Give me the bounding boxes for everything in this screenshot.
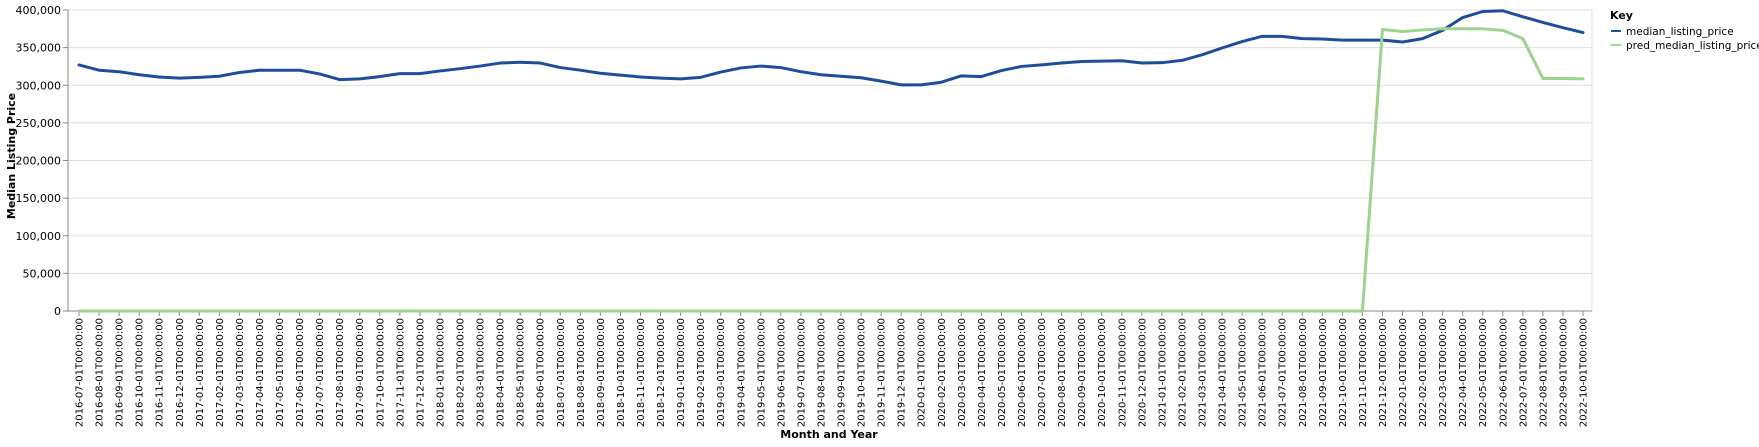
x-tick-label: 2016-12-01T00:00:00	[175, 318, 186, 427]
x-tick-label: 2017-04-01T00:00:00	[255, 318, 266, 427]
x-tick-label: 2020-08-01T00:00:00	[1057, 318, 1068, 427]
x-tick-label: 2019-07-01T00:00:00	[796, 318, 807, 427]
x-tick-label: 2016-08-01T00:00:00	[95, 318, 106, 427]
legend-label: pred_median_listing_price	[1626, 40, 1759, 52]
x-tick-label: 2020-11-01T00:00:00	[1117, 318, 1128, 427]
x-tick-label: 2020-06-01T00:00:00	[1017, 318, 1028, 427]
x-tick-label: 2021-10-01T00:00:00	[1338, 318, 1349, 427]
x-tick-label: 2017-09-01T00:00:00	[355, 318, 366, 427]
y-tick-label: 0	[54, 305, 61, 318]
legend-title: Key	[1610, 9, 1633, 22]
y-tick-label: 400,000	[16, 4, 62, 17]
x-tick-label: 2022-07-01T00:00:00	[1518, 318, 1529, 427]
series-line-median-listing-price	[77, 9, 1585, 87]
x-tick-label: 2016-10-01T00:00:00	[135, 318, 146, 427]
x-tick-label: 2018-02-01T00:00:00	[456, 318, 467, 427]
x-tick-label: 2018-09-01T00:00:00	[596, 318, 607, 427]
y-tick-label: 350,000	[16, 42, 62, 55]
x-tick-label: 2022-03-01T00:00:00	[1438, 318, 1449, 427]
x-tick-label: 2019-05-01T00:00:00	[756, 318, 767, 427]
series-lines	[77, 9, 1585, 313]
x-tick-label: 2020-12-01T00:00:00	[1137, 318, 1148, 427]
x-tick-label: 2018-06-01T00:00:00	[536, 318, 547, 427]
x-tick-label: 2018-11-01T00:00:00	[636, 318, 647, 427]
x-tick-label: 2021-09-01T00:00:00	[1318, 318, 1329, 427]
x-tick-label: 2017-10-01T00:00:00	[375, 318, 386, 427]
x-tick-label: 2020-09-01T00:00:00	[1077, 318, 1088, 427]
x-tick-label: 2020-07-01T00:00:00	[1037, 318, 1048, 427]
x-tick-label: 2019-04-01T00:00:00	[736, 318, 747, 427]
x-tick-label: 2018-03-01T00:00:00	[476, 318, 487, 427]
x-tick-label: 2018-04-01T00:00:00	[496, 318, 507, 427]
x-tick-label: 2021-05-01T00:00:00	[1238, 318, 1249, 427]
x-tick-label: 2017-02-01T00:00:00	[215, 318, 226, 427]
x-tick-label: 2017-05-01T00:00:00	[275, 318, 286, 427]
x-tick-label: 2017-11-01T00:00:00	[395, 318, 406, 427]
x-tick-label: 2022-10-01T00:00:00	[1579, 318, 1590, 427]
x-tick-label: 2019-08-01T00:00:00	[816, 318, 827, 427]
x-tick-label: 2016-11-01T00:00:00	[155, 318, 166, 427]
x-tick-label: 2019-01-01T00:00:00	[676, 318, 687, 427]
x-tick-label: 2020-05-01T00:00:00	[997, 318, 1008, 427]
x-tick-label: 2022-05-01T00:00:00	[1478, 318, 1489, 427]
y-axis-ticks: 0 50,000 100,000 150,000 200,000 250,000 300,0…	[16, 4, 68, 318]
y-tick-label: 200,000	[16, 155, 62, 168]
x-tick-label: 2020-04-01T00:00:00	[977, 318, 988, 427]
x-tick-label: 2017-03-01T00:00:00	[235, 318, 246, 427]
x-tick-label: 2022-02-01T00:00:00	[1418, 318, 1429, 427]
x-tick-label: 2020-01-01T00:00:00	[917, 318, 928, 427]
series-line-pred-median-listing-price	[77, 27, 1585, 313]
x-tick-label: 2020-10-01T00:00:00	[1097, 318, 1108, 427]
x-tick-label: 2017-12-01T00:00:00	[415, 318, 426, 427]
legend-label: median_listing_price	[1626, 26, 1734, 38]
x-tick-label: 2017-08-01T00:00:00	[335, 318, 346, 427]
x-tick-label: 2019-11-01T00:00:00	[877, 318, 888, 427]
x-tick-label: 2019-12-01T00:00:00	[897, 318, 908, 427]
x-tick-label: 2019-06-01T00:00:00	[776, 318, 787, 427]
y-tick-label: 50,000	[23, 267, 62, 280]
x-tick-label: 2017-06-01T00:00:00	[295, 318, 306, 427]
x-tick-label: 2021-02-01T00:00:00	[1177, 318, 1188, 427]
x-tick-label: 2020-02-01T00:00:00	[937, 318, 948, 427]
y-tick-label: 300,000	[16, 79, 62, 92]
x-axis-ticks: 2016-07-01T00:00:00 2016-08-01T00:00:00 20…	[75, 311, 1590, 427]
legend: Key median_listing_price pred_median_list…	[1610, 9, 1759, 52]
x-tick-label: 2019-09-01T00:00:00	[837, 318, 848, 427]
gridlines	[68, 9, 1592, 312]
x-tick-label: 2022-09-01T00:00:00	[1558, 318, 1569, 427]
x-tick-label: 2016-09-01T00:00:00	[115, 318, 126, 427]
x-tick-label: 2021-01-01T00:00:00	[1157, 318, 1168, 427]
x-tick-label: 2018-10-01T00:00:00	[616, 318, 627, 427]
x-tick-label: 2018-07-01T00:00:00	[556, 318, 567, 427]
x-tick-label: 2021-07-01T00:00:00	[1278, 318, 1289, 427]
x-tick-label: 2022-01-01T00:00:00	[1398, 318, 1409, 427]
x-tick-label: 2017-07-01T00:00:00	[315, 318, 326, 427]
x-tick-label: 2022-04-01T00:00:00	[1458, 318, 1469, 427]
x-tick-label: 2017-01-01T00:00:00	[195, 318, 206, 427]
x-tick-label: 2021-04-01T00:00:00	[1218, 318, 1229, 427]
x-axis-title: Month and Year	[780, 428, 878, 441]
y-tick-label: 250,000	[16, 117, 62, 130]
x-tick-label: 2022-06-01T00:00:00	[1498, 318, 1509, 427]
x-tick-label: 2018-12-01T00:00:00	[656, 318, 667, 427]
x-tick-label: 2019-02-01T00:00:00	[696, 318, 707, 427]
x-tick-label: 2022-08-01T00:00:00	[1538, 318, 1549, 427]
x-tick-label: 2018-05-01T00:00:00	[516, 318, 527, 427]
x-tick-label: 2018-01-01T00:00:00	[435, 318, 446, 427]
x-tick-label: 2021-08-01T00:00:00	[1298, 318, 1309, 427]
x-tick-label: 2019-03-01T00:00:00	[716, 318, 727, 427]
y-tick-label: 100,000	[16, 230, 62, 243]
x-tick-label: 2018-08-01T00:00:00	[576, 318, 587, 427]
x-tick-label: 2019-10-01T00:00:00	[857, 318, 868, 427]
x-tick-label: 2020-03-01T00:00:00	[957, 318, 968, 427]
x-tick-label: 2016-07-01T00:00:00	[75, 318, 86, 427]
y-tick-label: 150,000	[16, 192, 62, 205]
x-tick-label: 2021-12-01T00:00:00	[1378, 318, 1389, 427]
x-tick-label: 2021-06-01T00:00:00	[1258, 318, 1269, 427]
x-tick-label: 2021-11-01T00:00:00	[1358, 318, 1369, 427]
y-axis-title: Median Listing Price	[5, 93, 18, 219]
x-tick-label: 2021-03-01T00:00:00	[1197, 318, 1208, 427]
